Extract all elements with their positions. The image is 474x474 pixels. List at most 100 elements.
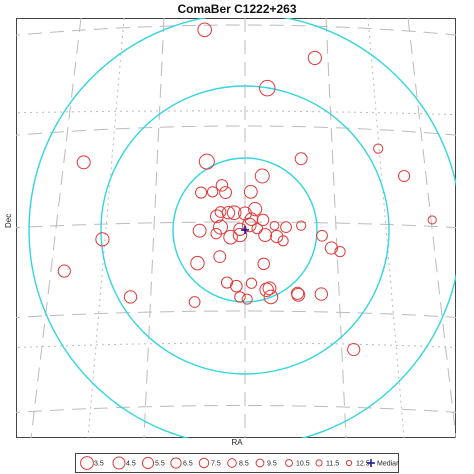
data-points bbox=[57, 22, 437, 357]
data-point bbox=[280, 221, 292, 234]
data-point bbox=[269, 220, 280, 231]
data-point bbox=[210, 227, 222, 240]
data-point bbox=[214, 206, 227, 218]
data-point bbox=[95, 232, 110, 247]
data-point bbox=[373, 143, 384, 154]
legend-label: 9.5 bbox=[267, 461, 277, 468]
distance-ring bbox=[28, 18, 456, 438]
data-point bbox=[213, 219, 228, 235]
data-point bbox=[251, 222, 263, 235]
data-point bbox=[307, 50, 322, 66]
median-marker bbox=[241, 226, 249, 234]
x-axis-label: RA bbox=[231, 438, 243, 447]
data-point bbox=[324, 241, 338, 255]
data-point bbox=[296, 220, 307, 231]
legend: 3.5 4.5 5.5 6.5 7.5 8.5 9.5 10.5 11.5 12.5 Median bbox=[75, 453, 399, 473]
legend-box bbox=[75, 453, 399, 473]
data-point bbox=[234, 291, 246, 303]
ra-grid-line bbox=[87, 18, 125, 438]
data-point bbox=[314, 287, 329, 301]
data-point bbox=[123, 290, 138, 304]
y-axis-label: Dec bbox=[4, 213, 13, 228]
data-point bbox=[206, 186, 219, 198]
data-point bbox=[219, 186, 232, 199]
data-point bbox=[262, 281, 277, 296]
data-point bbox=[230, 279, 243, 293]
data-point bbox=[190, 255, 205, 271]
data-point bbox=[220, 276, 234, 289]
ra-grid-line bbox=[325, 18, 347, 438]
data-point bbox=[270, 229, 284, 244]
data-point bbox=[223, 229, 238, 245]
data-point bbox=[241, 293, 253, 305]
data-point bbox=[258, 228, 273, 242]
data-point bbox=[209, 209, 224, 224]
data-point bbox=[257, 257, 270, 271]
data-point bbox=[188, 296, 201, 308]
data-point bbox=[347, 342, 361, 357]
legend-symbol bbox=[285, 459, 293, 467]
plot-area bbox=[16, 18, 456, 438]
ra-grid-line bbox=[143, 18, 165, 438]
dec-grid-line bbox=[16, 310, 456, 318]
data-point bbox=[277, 235, 289, 247]
ra-grid-line bbox=[367, 18, 405, 438]
chart-title: ComaBer C1222+263 bbox=[177, 2, 297, 16]
legend-symbol bbox=[112, 456, 126, 470]
data-point bbox=[398, 169, 411, 183]
legend-symbol bbox=[345, 459, 353, 467]
legend-symbol bbox=[141, 456, 155, 470]
data-point bbox=[263, 289, 279, 305]
data-point bbox=[213, 250, 227, 264]
distance-ring bbox=[100, 85, 390, 375]
data-point bbox=[198, 153, 215, 170]
distance-rings bbox=[28, 18, 456, 438]
data-point bbox=[294, 152, 308, 166]
dec-grid-line bbox=[16, 342, 456, 349]
data-point bbox=[242, 217, 257, 233]
data-point bbox=[57, 264, 71, 278]
data-point bbox=[76, 155, 91, 170]
data-point bbox=[290, 286, 305, 300]
legend-symbol bbox=[255, 458, 265, 468]
data-point bbox=[195, 186, 208, 199]
legend-symbol bbox=[227, 458, 237, 468]
legend-symbol bbox=[80, 456, 94, 470]
data-point bbox=[427, 215, 437, 225]
legend-label: 4.5 bbox=[126, 461, 136, 468]
data-point bbox=[254, 168, 270, 184]
legend-symbol bbox=[315, 459, 323, 467]
dec-grid-line bbox=[16, 110, 456, 116]
data-point bbox=[215, 179, 229, 192]
data-point bbox=[197, 22, 212, 38]
legend-label: 8.5 bbox=[239, 461, 249, 468]
plot-frame bbox=[16, 18, 456, 438]
legend-symbol bbox=[170, 457, 182, 469]
legend-label: 6.5 bbox=[183, 461, 193, 468]
ra-grid-line bbox=[30, 18, 82, 438]
ra-grid-line bbox=[407, 18, 456, 438]
data-point bbox=[334, 245, 346, 258]
data-point bbox=[256, 213, 270, 227]
legend-label: 10.5 bbox=[296, 461, 310, 468]
data-point bbox=[259, 79, 276, 97]
dec-grid-line bbox=[16, 221, 456, 229]
distance-ring bbox=[172, 157, 318, 303]
legend-label: 12.5 bbox=[356, 461, 370, 468]
legend-label: 11.5 bbox=[326, 461, 339, 468]
data-point bbox=[232, 227, 248, 243]
dec-grid-line bbox=[16, 24, 456, 36]
coordinate-grid bbox=[16, 18, 456, 438]
legend-label: 5.5 bbox=[155, 461, 165, 468]
dec-grid-line bbox=[16, 405, 456, 413]
data-point bbox=[243, 184, 258, 199]
data-point bbox=[259, 282, 274, 297]
legend-median-label: Median bbox=[377, 461, 399, 468]
legend-label: 3.5 bbox=[94, 461, 104, 468]
dec-grid-line bbox=[16, 125, 456, 136]
data-point bbox=[247, 202, 263, 217]
data-point bbox=[316, 229, 328, 242]
data-point bbox=[226, 205, 242, 221]
data-point bbox=[245, 277, 258, 289]
data-point bbox=[192, 223, 207, 238]
